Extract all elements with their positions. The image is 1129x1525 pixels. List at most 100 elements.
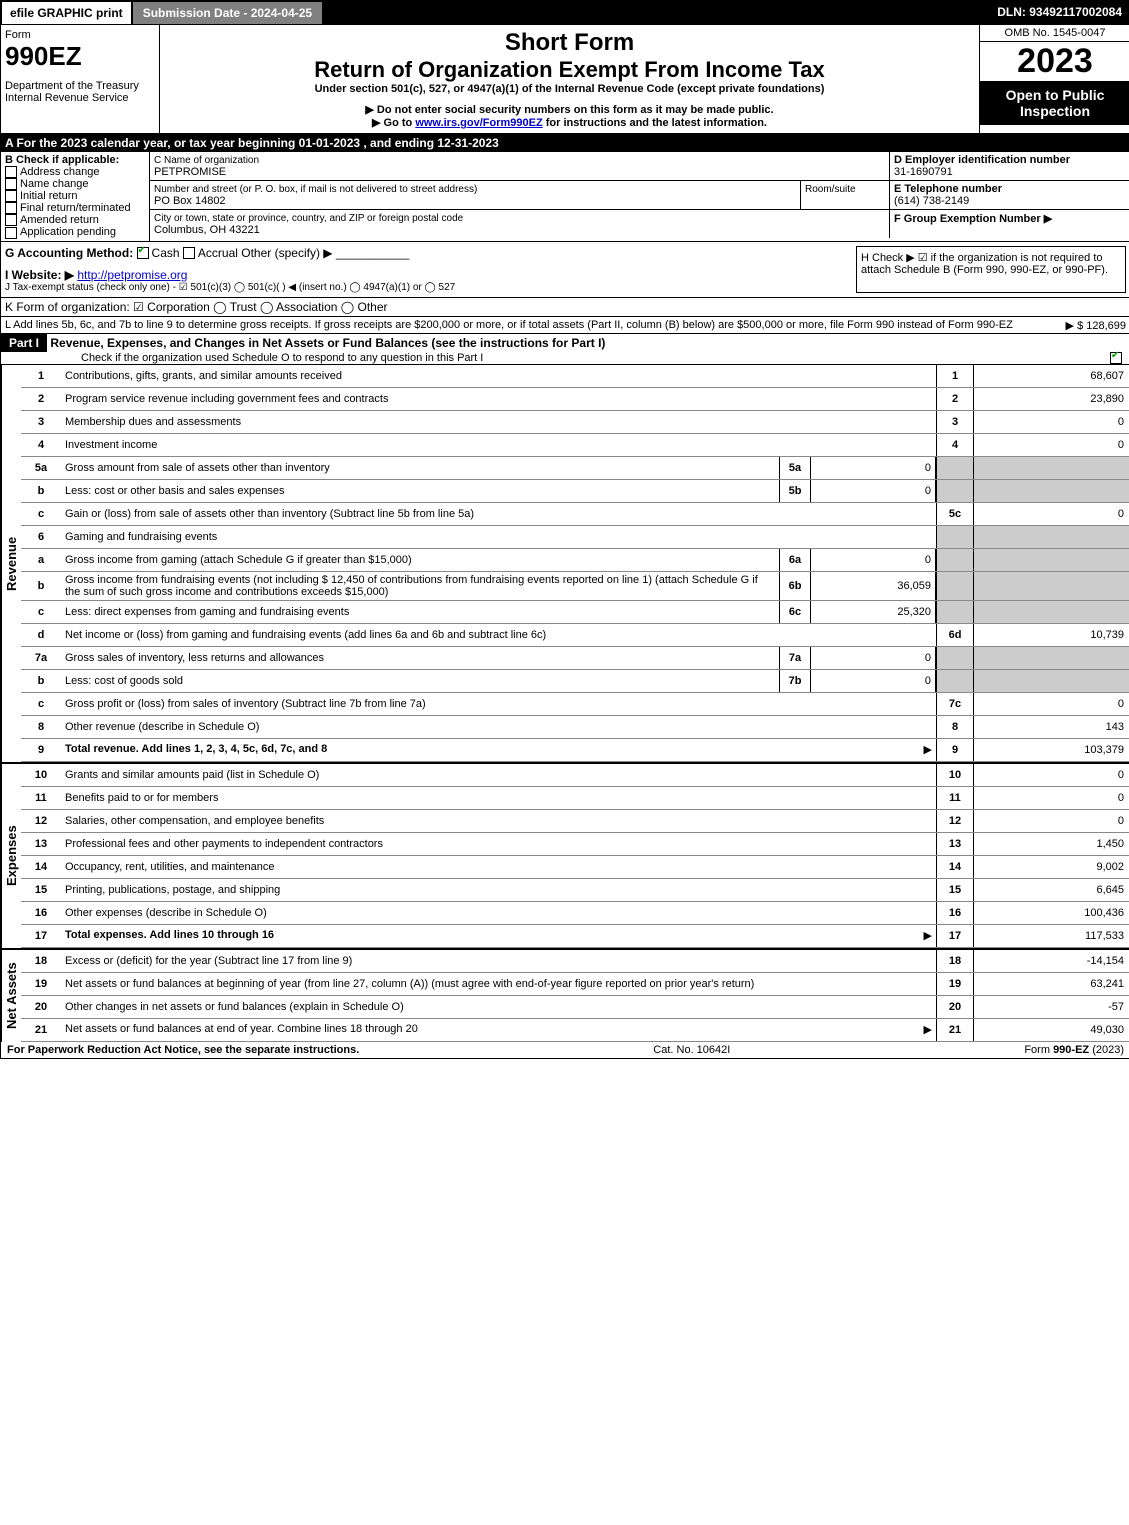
box-value: 117,533 [974,925,1129,947]
line-description: Net assets or fund balances at end of ye… [61,1021,936,1038]
line-number: 1 [21,370,61,382]
revenue-label: Revenue [1,365,21,762]
line-description: Less: direct expenses from gaming and fu… [61,604,779,620]
box-number [936,457,974,479]
box-number [936,549,974,571]
checkbox[interactable] [5,190,17,202]
form-line: aGross income from gaming (attach Schedu… [21,549,1129,572]
box-number: 9 [936,739,974,761]
form-label: Form [5,29,155,41]
sub-line-number: 7a [779,647,811,669]
line-number: 13 [21,838,61,850]
netassets-section: Net Assets 18Excess or (deficit) for the… [1,948,1129,1042]
efile-print-button[interactable]: efile GRAPHIC print [1,1,132,25]
website-link[interactable]: http://petpromise.org [77,268,187,282]
sub-line-number: 5a [779,457,811,479]
box-number: 16 [936,902,974,924]
line-description: Other changes in net assets or fund bala… [61,999,936,1015]
line-description: Net income or (loss) from gaming and fun… [61,627,936,643]
schedule-o-checkbox[interactable] [1110,352,1122,364]
checkbox[interactable] [5,202,17,214]
addr-label: Number and street (or P. O. box, if mail… [154,184,477,195]
line-number: c [21,606,61,618]
sub-line-value: 0 [811,480,936,502]
cash-checkbox[interactable] [137,247,149,259]
line-description: Salaries, other compensation, and employ… [61,813,936,829]
box-b-item: Amended return [5,214,145,226]
box-number: 8 [936,716,974,738]
box-number: 12 [936,810,974,832]
checkbox[interactable] [5,166,17,178]
form-line: bLess: cost or other basis and sales exp… [21,480,1129,503]
box-number: 2 [936,388,974,410]
line-l-text: L Add lines 5b, 6c, and 7b to line 9 to … [5,319,1013,331]
page-footer: For Paperwork Reduction Act Notice, see … [1,1042,1129,1058]
accounting-label: G Accounting Method: [5,246,133,260]
line-description: Gross profit or (loss) from sales of inv… [61,696,936,712]
accrual-checkbox[interactable] [183,247,195,259]
part1-label: Part I [1,334,47,352]
box-number: 15 [936,879,974,901]
irs-link[interactable]: www.irs.gov/Form990EZ [415,117,542,129]
form-line: 11Benefits paid to or for members110 [21,787,1129,810]
footer-left: For Paperwork Reduction Act Notice, see … [7,1044,359,1056]
line-l: L Add lines 5b, 6c, and 7b to line 9 to … [1,317,1129,334]
line-description: Net assets or fund balances at beginning… [61,976,936,992]
part1-header-row: Part I Revenue, Expenses, and Changes in… [1,334,1129,365]
box-value: 0 [974,693,1129,715]
box-value [974,572,1129,600]
other-label: Other (specify) ▶ [241,246,332,260]
form-line: 4Investment income40 [21,434,1129,457]
org-city: Columbus, OH 43221 [154,224,260,236]
sub-line-number: 6b [779,572,811,600]
box-value: 0 [974,411,1129,433]
line-description: Excess or (deficit) for the year (Subtra… [61,953,936,969]
line-description: Gross sales of inventory, less returns a… [61,650,779,666]
form-line: cLess: direct expenses from gaming and f… [21,601,1129,624]
box-b-item: Final return/terminated [5,202,145,214]
form-line: 7aGross sales of inventory, less returns… [21,647,1129,670]
group-exemption: F Group Exemption Number ▶ [894,213,1052,225]
line-number: 11 [21,792,61,804]
line-number: b [21,485,61,497]
room-label: Room/suite [805,184,856,195]
line-number: 15 [21,884,61,896]
goto-suffix: for instructions and the latest informat… [543,117,767,129]
line-number: 5a [21,462,61,474]
box-value [974,526,1129,548]
expenses-section: Expenses 10Grants and similar amounts pa… [1,762,1129,948]
checkbox[interactable] [5,227,17,239]
revenue-section: Revenue 1Contributions, gifts, grants, a… [1,365,1129,762]
expenses-label: Expenses [1,764,21,948]
form-line: 17Total expenses. Add lines 10 through 1… [21,925,1129,948]
form-line: 15Printing, publications, postage, and s… [21,879,1129,902]
checkbox[interactable] [5,214,17,226]
line-description: Grants and similar amounts paid (list in… [61,767,936,783]
box-number [936,670,974,692]
line-number: 8 [21,721,61,733]
box-h: H Check ▶ ☑ if the organization is not r… [856,246,1126,293]
line-number: 10 [21,769,61,781]
form-line: 18Excess or (deficit) for the year (Subt… [21,950,1129,973]
city-label: City or town, state or province, country… [154,213,463,224]
website-label: I Website: ▶ [5,268,74,282]
box-number: 20 [936,996,974,1018]
ssn-note: ▶ Do not enter social security numbers o… [164,103,975,116]
header-left: Form 990EZ Department of the Treasury In… [1,25,160,133]
box-value [974,601,1129,623]
line-number: 3 [21,416,61,428]
box-value: 9,002 [974,856,1129,878]
box-number: 1 [936,365,974,387]
goto-prefix: ▶ Go to [372,117,415,129]
sub-line-value: 36,059 [811,572,936,600]
line-number: 9 [21,744,61,756]
checkbox[interactable] [5,178,17,190]
line-number: 2 [21,393,61,405]
form-line: 3Membership dues and assessments30 [21,411,1129,434]
box-b-item: Application pending [5,226,145,238]
box-number: 6d [936,624,974,646]
sub-line-value: 0 [811,647,936,669]
line-description: Membership dues and assessments [61,414,936,430]
line-number: 7a [21,652,61,664]
line-description: Professional fees and other payments to … [61,836,936,852]
